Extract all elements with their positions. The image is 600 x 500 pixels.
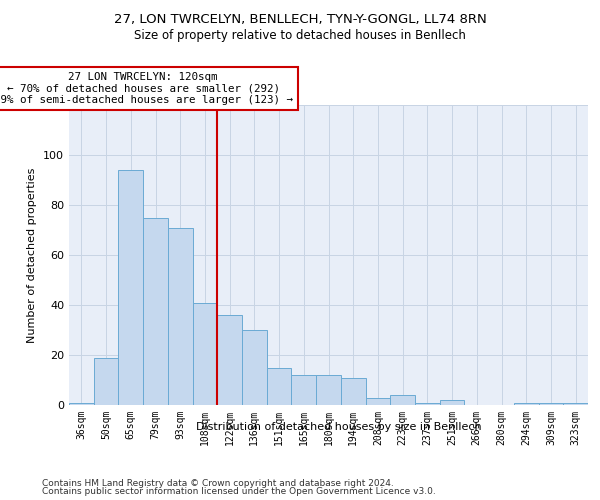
Bar xyxy=(242,330,267,405)
Bar xyxy=(390,395,415,405)
Bar xyxy=(563,402,588,405)
Text: Contains HM Land Registry data © Crown copyright and database right 2024.: Contains HM Land Registry data © Crown c… xyxy=(42,478,394,488)
Bar xyxy=(514,402,539,405)
Bar xyxy=(365,398,390,405)
Bar xyxy=(539,402,563,405)
Bar xyxy=(267,368,292,405)
Bar xyxy=(316,375,341,405)
Text: Contains public sector information licensed under the Open Government Licence v3: Contains public sector information licen… xyxy=(42,487,436,496)
Bar xyxy=(118,170,143,405)
Bar xyxy=(217,315,242,405)
Y-axis label: Number of detached properties: Number of detached properties xyxy=(28,168,37,342)
Text: Distribution of detached houses by size in Benllech: Distribution of detached houses by size … xyxy=(196,422,482,432)
Text: 27 LON TWRCELYN: 120sqm
← 70% of detached houses are smaller (292)
29% of semi-d: 27 LON TWRCELYN: 120sqm ← 70% of detache… xyxy=(0,72,293,105)
Bar xyxy=(94,358,118,405)
Text: 27, LON TWRCELYN, BENLLECH, TYN-Y-GONGL, LL74 8RN: 27, LON TWRCELYN, BENLLECH, TYN-Y-GONGL,… xyxy=(113,12,487,26)
Bar xyxy=(292,375,316,405)
Bar xyxy=(143,218,168,405)
Bar xyxy=(415,402,440,405)
Bar xyxy=(69,402,94,405)
Bar xyxy=(341,378,365,405)
Bar xyxy=(440,400,464,405)
Bar xyxy=(193,302,217,405)
Text: Size of property relative to detached houses in Benllech: Size of property relative to detached ho… xyxy=(134,29,466,42)
Bar xyxy=(168,228,193,405)
